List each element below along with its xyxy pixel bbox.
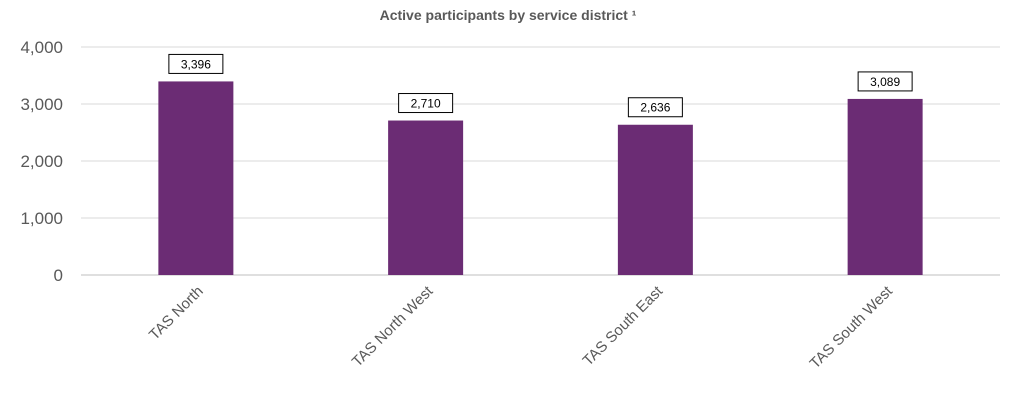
y-tick-label: 3,000 [20,95,63,114]
bar [158,81,234,275]
y-tick-label: 1,000 [20,209,63,228]
data-label: 3,396 [168,53,224,74]
bars [158,81,923,275]
data-label-text: 3,089 [870,75,900,89]
y-tick-label: 2,000 [20,152,63,171]
y-tick-label: 4,000 [20,38,63,57]
bar [388,120,464,275]
chart-title: Active participants by service district … [380,7,637,23]
y-tick-label: 0 [54,266,63,285]
data-label: 2,636 [627,97,683,118]
data-label-text: 3,396 [181,57,211,71]
x-tick-label: TAS South East [580,282,667,369]
data-label-box [857,71,913,92]
data-labels: 3,396 2,710 2,636 3,089 [168,53,913,118]
data-label-box [627,97,683,118]
x-tick-label: TAS North West [349,282,437,370]
x-tick-label: TAS North [146,283,207,344]
data-label: 2,710 [398,93,454,114]
gridlines [81,46,1000,276]
data-label-text: 2,636 [640,101,670,115]
data-label: 3,089 [857,71,913,92]
x-tick-label: TAS South West [807,282,897,372]
x-axis-tick-labels: TAS North TAS North West TAS South East TAS… [146,282,897,372]
data-label-box [398,93,454,114]
bar [617,124,693,275]
data-label-box [168,53,224,74]
y-axis-tick-labels: 0 1,000 2,000 3,000 4,000 [20,38,63,285]
data-label-text: 2,710 [411,97,441,111]
bar [847,98,923,275]
